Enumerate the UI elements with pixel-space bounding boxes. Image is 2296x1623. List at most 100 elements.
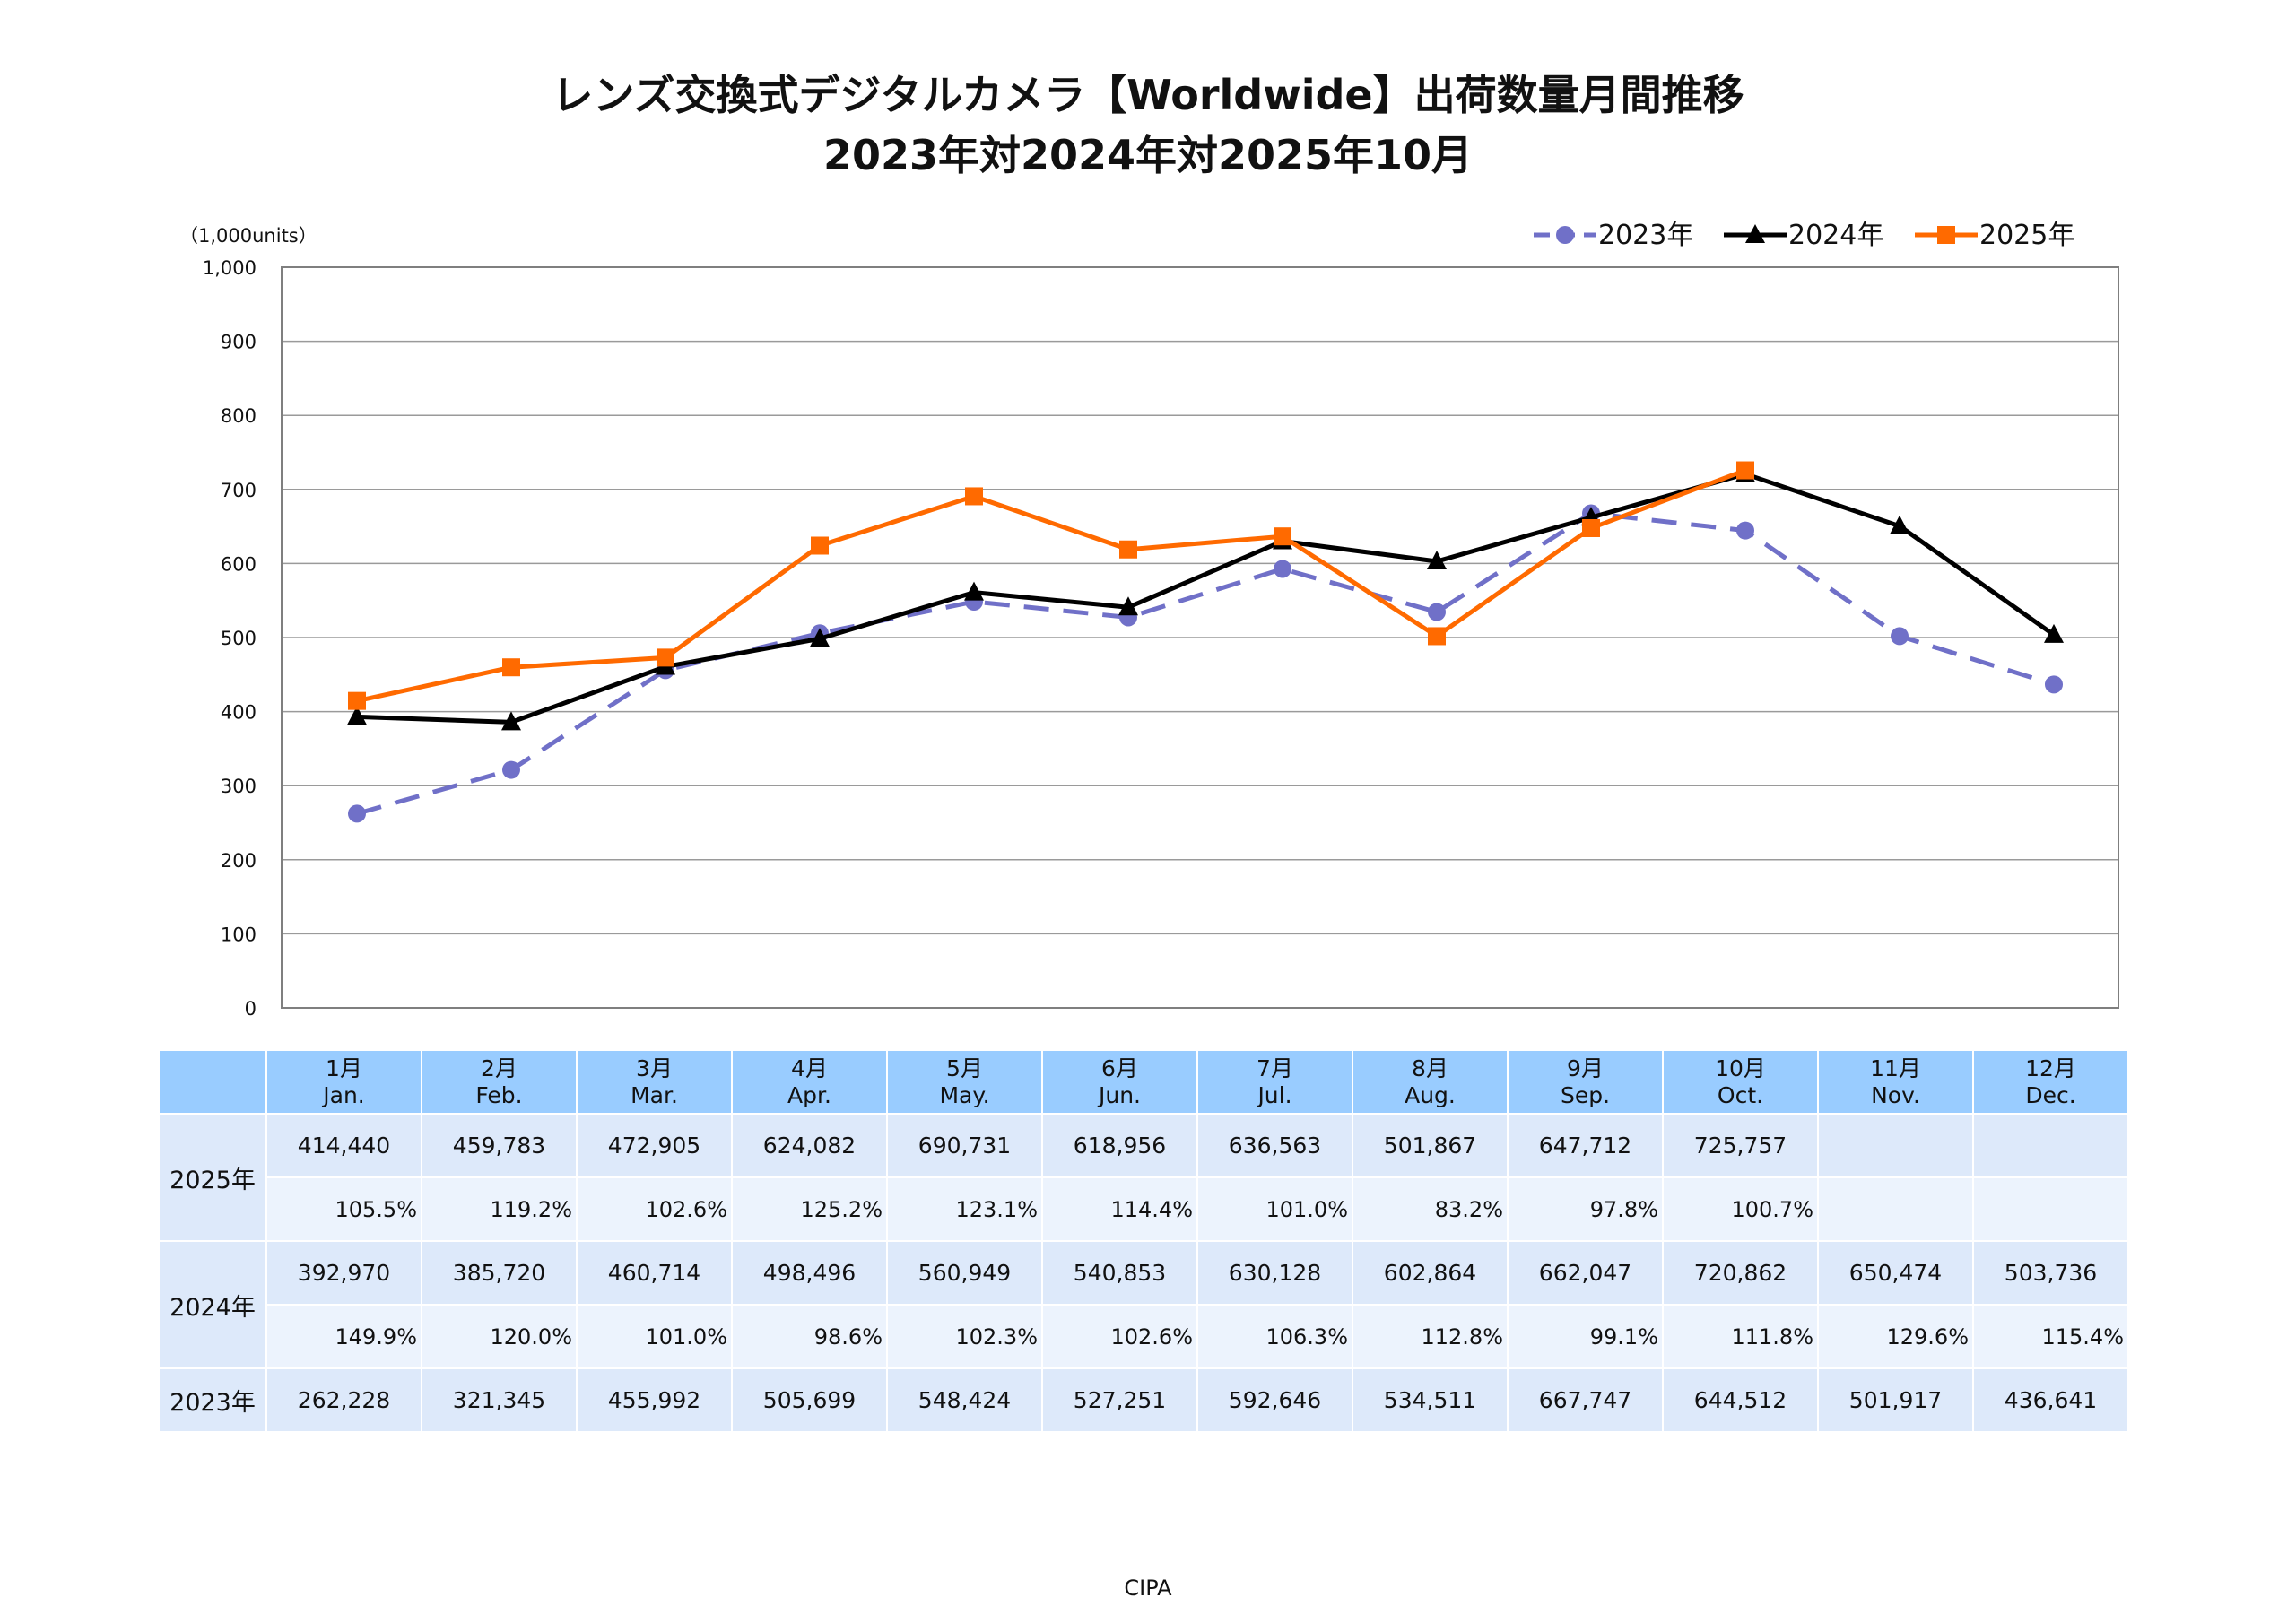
cell-2023-value: 321,345 [421, 1367, 578, 1433]
data-point-2023 [348, 804, 366, 823]
cell-2024-value: 720,862 [1662, 1240, 1819, 1306]
cell-2025-value: 647,712 [1507, 1113, 1664, 1178]
data-point-2024 [1118, 596, 1138, 616]
header-month-2: 2月 Feb. [421, 1049, 578, 1115]
cell-2025-value: 624,082 [731, 1113, 888, 1178]
legend-label-2023: 2023年 [1598, 220, 1693, 251]
series-2025 [348, 461, 1754, 710]
cell-2025-ratio: 100.7% [1662, 1176, 1819, 1242]
header-month-11: 11月 Nov. [1817, 1049, 1974, 1115]
cell-2024-value: 650,474 [1817, 1240, 1974, 1306]
cell-2023-value: 436,641 [1972, 1367, 2129, 1433]
cell-2024-value: 460,714 [576, 1240, 733, 1306]
data-point-2025 [1274, 527, 1292, 546]
cell-2024-value: 498,496 [731, 1240, 888, 1306]
y-tick-label: 100 [221, 924, 257, 945]
cell-2024-ratio: 99.1% [1507, 1304, 1664, 1369]
cell-2025-ratio: 102.6% [576, 1176, 733, 1242]
y-tick-label: 800 [221, 405, 257, 427]
y-tick-label: 600 [221, 553, 257, 575]
data-point-2024 [964, 581, 984, 601]
series-line-2023 [356, 510, 2055, 816]
data-point-2023 [1428, 603, 1446, 621]
series-lines [347, 461, 2064, 823]
cell-2025-value: 459,783 [421, 1113, 578, 1178]
cell-2024-value: 602,864 [1352, 1240, 1509, 1306]
header-corner [158, 1049, 267, 1115]
header-month-8: 8月 Aug. [1352, 1049, 1509, 1115]
cell-2025-ratio: 83.2% [1352, 1176, 1509, 1242]
cell-2023-value: 534,511 [1352, 1367, 1509, 1433]
table-row-2025-ratios: 105.5% 119.2% 102.6% 125.2% 123.1% 114.4… [159, 1176, 2129, 1242]
table-row-2024-ratios: 149.9% 120.0% 101.0% 98.6% 102.3% 102.6%… [159, 1304, 2129, 1369]
cell-2024-ratio: 112.8% [1352, 1304, 1509, 1369]
cell-2025-ratio: 114.4% [1041, 1176, 1198, 1242]
header-month-10: 10月 Oct. [1662, 1049, 1819, 1115]
legend-item-2023: 2023年 [1534, 220, 1693, 251]
y-tick-label: 500 [221, 628, 257, 649]
y-tick-label: 0 [245, 998, 257, 1020]
cell-2024-ratio: 101.0% [576, 1304, 733, 1369]
cell-2024-ratio: 102.3% [886, 1304, 1043, 1369]
chart-title-line1: レンズ交換式デジタルカメラ【Worldwide】出荷数量月間推移 [552, 71, 1744, 119]
cell-2024-ratio: 102.6% [1041, 1304, 1198, 1369]
cell-2025-ratio: 105.5% [265, 1176, 422, 1242]
cell-2024-value: 540,853 [1041, 1240, 1198, 1306]
cell-2024-value: 385,720 [421, 1240, 578, 1306]
data-point-2025 [965, 487, 983, 506]
cell-2024-value: 560,949 [886, 1240, 1043, 1306]
data-point-2023 [1736, 521, 1754, 540]
cell-2025-ratio: 101.0% [1196, 1176, 1353, 1242]
cell-2024-ratio: 115.4% [1972, 1304, 2129, 1369]
cell-2024-ratio: 120.0% [421, 1304, 578, 1369]
header-month-4: 4月 Apr. [731, 1049, 888, 1115]
data-point-2024 [347, 706, 367, 725]
cell-2023-value: 644,512 [1662, 1367, 1819, 1433]
cell-2024-ratio: 106.3% [1196, 1304, 1353, 1369]
footer-source: CIPA [1124, 1575, 1172, 1601]
chart-title-line2: 2023年対2024年対2025年10月 [822, 131, 1474, 179]
header-month-3: 3月 Mar. [576, 1049, 733, 1115]
data-point-2025 [1736, 461, 1754, 480]
cell-2025-value: 690,731 [886, 1113, 1043, 1178]
table-row-2023-values: 2023年 262,228 321,345 455,992 505,699 54… [158, 1367, 2129, 1433]
cell-2024-value: 392,970 [265, 1240, 422, 1306]
cell-2024-ratio: 98.6% [731, 1304, 888, 1369]
series-line-2024 [356, 472, 2056, 725]
legend-item-2024: 2024年 [1724, 220, 1883, 251]
legend: 2023年 2024年 2025年 [1534, 220, 2074, 251]
cell-2025-ratio: 119.2% [421, 1176, 578, 1242]
grid-lines [282, 340, 2118, 935]
data-point-2024 [2044, 623, 2064, 643]
table-row-2024-values: 2024年 392,970 385,720 460,714 498,496 56… [158, 1240, 2129, 1369]
cell-2023-value: 262,228 [265, 1367, 422, 1433]
y-tick-label: 400 [221, 702, 257, 724]
legend-marker-2025 [1937, 226, 1955, 244]
cell-2023-value: 527,251 [1041, 1367, 1198, 1433]
series-2024 [347, 463, 2064, 731]
data-point-2024 [1427, 551, 1447, 570]
data-point-2024 [501, 711, 521, 731]
data-point-2025 [1119, 540, 1137, 559]
cell-2025-ratio [1817, 1176, 1974, 1242]
cell-2023-value: 592,646 [1196, 1367, 1353, 1433]
table-header-row: 1月 Jan. 2月 Feb. 3月 Mar. 4月 Apr. 5月 May. 6月 Jun… [158, 1049, 2129, 1115]
y-tick-label: 700 [221, 480, 257, 501]
plot-area-frame [281, 266, 2119, 1009]
data-point-2024 [1890, 515, 1909, 534]
table-row-2025-values: 2025年 414,440 459,783 472,905 624,082 69… [158, 1113, 2129, 1242]
header-month-9: 9月 Sep. [1507, 1049, 1664, 1115]
cell-2025-value: 414,440 [265, 1113, 422, 1178]
cell-2025-ratio: 125.2% [731, 1176, 888, 1242]
row-label-2024: 2024年 [158, 1240, 267, 1369]
series-line-2025 [356, 468, 1746, 704]
data-point-2025 [657, 648, 674, 667]
monthly-data-table: 1月 Jan. 2月 Feb. 3月 Mar. 4月 Apr. 5月 May. 6月 Jun… [158, 1049, 2129, 1433]
data-point-2025 [1582, 518, 1600, 537]
cell-2025-value: 472,905 [576, 1113, 733, 1178]
data-point-2025 [502, 658, 520, 677]
cell-2025-value [1817, 1113, 1974, 1178]
cell-2025-ratio [1972, 1176, 2129, 1242]
cell-2025-ratio: 97.8% [1507, 1176, 1664, 1242]
header-month-5: 5月 May. [886, 1049, 1043, 1115]
